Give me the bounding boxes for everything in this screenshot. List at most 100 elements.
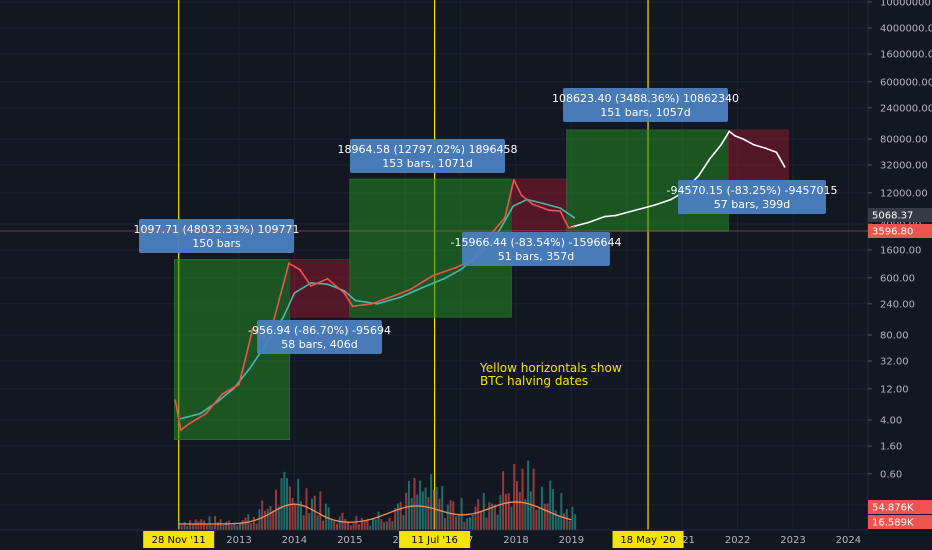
volume-bar: [496, 514, 499, 530]
price-tags: 5068.37 3596.80 54.876K 16.589K: [0, 208, 932, 529]
series-point: [642, 207, 645, 210]
series-point: [728, 130, 731, 133]
series-point: [432, 274, 434, 277]
volume-bar: [557, 516, 560, 530]
series-point: [531, 203, 534, 206]
volume-bar: [255, 523, 258, 530]
volume-bar: [552, 489, 555, 530]
volume-bar: [443, 517, 446, 530]
series-projection: [570, 130, 786, 228]
volume-bar: [194, 519, 197, 530]
volume-bar: [202, 520, 205, 530]
volume-bar: [449, 500, 452, 530]
volume-bar: [335, 523, 338, 530]
volume-bar: [554, 510, 557, 530]
volume-bar: [183, 521, 186, 530]
series-point: [199, 412, 202, 415]
volume-bar: [391, 521, 394, 530]
measure-boxes[interactable]: [174, 129, 789, 440]
volume-bar: [441, 485, 444, 530]
series-point: [520, 194, 523, 197]
volume-bar: [180, 525, 183, 530]
x-tick-label: 2015: [337, 535, 362, 546]
measure-box-down1[interactable]: [289, 259, 351, 318]
x-tick-label: 2019: [559, 535, 584, 546]
volume-bar: [261, 500, 264, 530]
volume-bar: [288, 486, 291, 530]
price-tag-label: 5068.37: [872, 211, 913, 222]
series-point: [204, 412, 207, 415]
volume-bar: [299, 501, 302, 530]
volume-bar: [316, 515, 319, 530]
series-point: [709, 157, 711, 160]
measure-box-down3[interactable]: [728, 129, 789, 182]
volume-bar: [560, 493, 563, 530]
volume-bar: [189, 520, 192, 530]
volume-bar: [352, 523, 355, 530]
volume-bar: [424, 487, 427, 530]
volume-bar: [222, 524, 225, 530]
series-point: [697, 174, 700, 177]
volume-bar: [286, 478, 289, 530]
measure-box-down2[interactable]: [511, 178, 568, 231]
volume-bar: [360, 517, 363, 530]
series-point: [188, 422, 191, 425]
y-axis[interactable]: 10000000.00 4000000.00 1600000.00 600000.00…: [867, 0, 932, 550]
volume-bar: [460, 497, 463, 530]
series-point: [393, 294, 396, 297]
volume-bar: [524, 499, 527, 530]
series-point: [376, 302, 379, 305]
series-point: [625, 211, 628, 214]
volume-bar: [272, 510, 275, 530]
annotation-line-2: BTC halving dates: [480, 374, 588, 388]
halving-flag: [143, 531, 215, 548]
volume-bar: [432, 489, 435, 530]
series-point: [443, 277, 445, 280]
volume-bar: [427, 496, 430, 530]
volume-bar: [241, 519, 244, 530]
series-point: [351, 305, 354, 308]
volume-bar: [488, 502, 491, 530]
volume-bar: [532, 468, 535, 530]
volume-bar: [371, 518, 374, 530]
volume-bar: [219, 519, 222, 530]
measure-label-bg: [462, 232, 610, 266]
x-tick-label: 2013: [226, 535, 251, 546]
measure-label-line-1: -956.94 (-86.70%) -95694: [248, 324, 391, 337]
volume-bar: [452, 501, 455, 530]
volume-bar: [383, 522, 386, 530]
series-point: [775, 151, 778, 154]
price-tag: [868, 515, 932, 529]
y-tick-label: 32.00: [880, 356, 909, 367]
price-tag-label: 54.876K: [872, 503, 914, 514]
y-tick-label: 600000.00: [880, 77, 932, 88]
series-point: [174, 399, 177, 402]
series-point: [653, 204, 656, 206]
volume-bar: [416, 494, 419, 530]
y-tick-label: 4000000.00: [880, 24, 932, 35]
volume-bar: [568, 520, 571, 530]
series-point: [559, 207, 562, 210]
x-tick-label: 2018: [503, 535, 528, 546]
volume-bar: [250, 523, 253, 530]
series-point: [764, 147, 767, 150]
volume-bar: [347, 522, 350, 530]
volume-bar: [252, 517, 255, 530]
volume-bar: [527, 460, 530, 530]
series-point: [459, 268, 462, 271]
series-point: [249, 367, 251, 369]
price-tag-label: 16.589K: [872, 518, 914, 529]
y-tick-label: 12000.00: [880, 188, 928, 199]
volume-bar: [543, 503, 546, 530]
volume-bar: [410, 498, 413, 530]
x-tick-label: 2022: [725, 535, 750, 546]
series-point: [753, 143, 756, 146]
